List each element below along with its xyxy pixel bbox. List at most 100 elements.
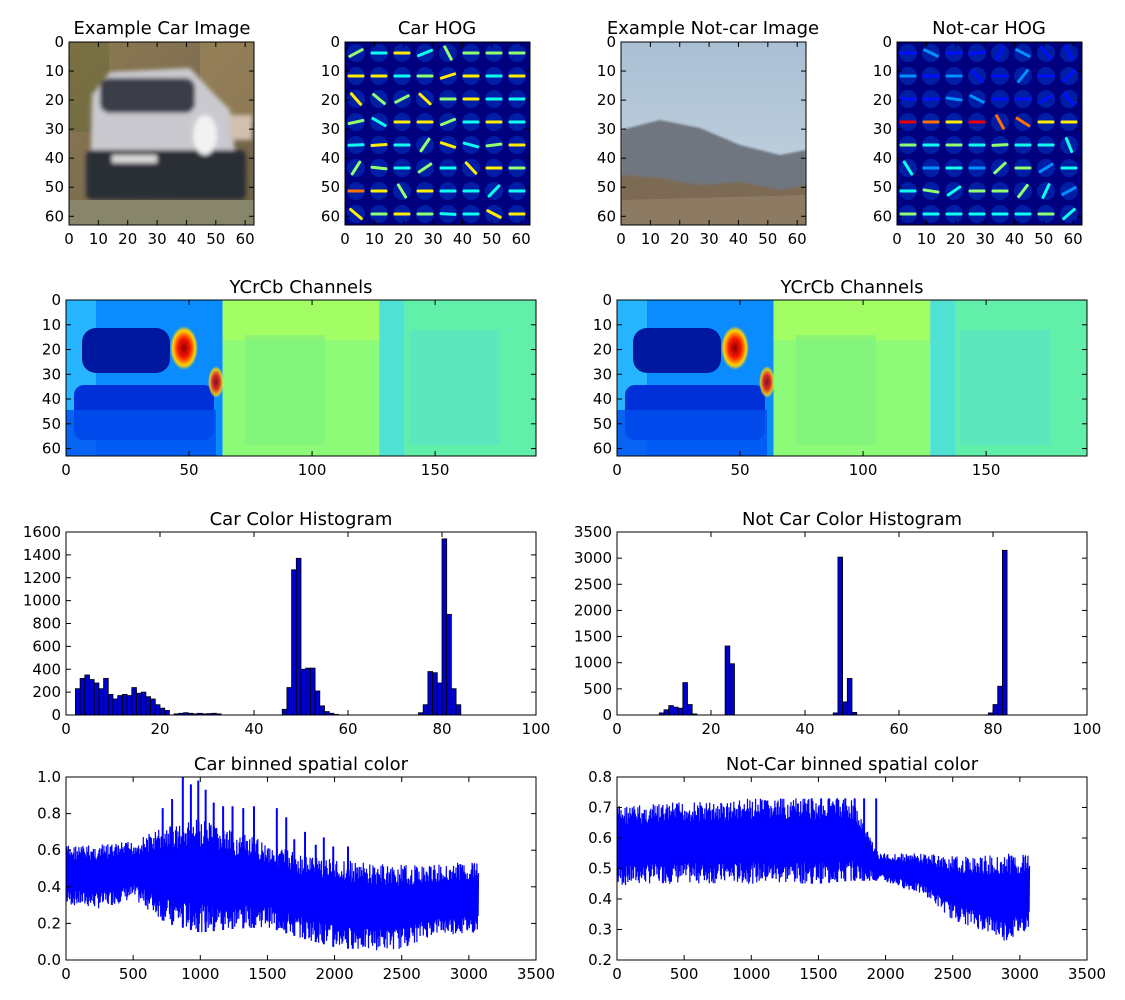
x-tick-label: 20 [150, 720, 169, 738]
y-tick-label: 30 [873, 120, 892, 138]
channel-y-bumper [617, 410, 767, 456]
x-tick-label: 50 [206, 230, 225, 248]
panel-not-car-binned-spatial-color: Not-Car binned spatial color 0.2 0.3 0.4 0.… [588, 754, 1106, 983]
x-tick-label: 40 [244, 720, 263, 738]
y-tick-label: 1000 [574, 654, 612, 672]
y-tick-label: 1200 [23, 569, 61, 587]
hog-stroke [439, 212, 457, 216]
y-tick-label: 20 [42, 341, 61, 359]
hog-stroke [370, 165, 388, 171]
panel-title: YCrCb Channels [780, 277, 924, 298]
histogram-bar [154, 704, 161, 716]
x-tick-label: 30 [976, 230, 995, 248]
y-tick-label: 40 [45, 149, 64, 167]
histogram-bar [291, 569, 297, 716]
y-tick-label: 3000 [574, 549, 612, 567]
y-tick-label: 40 [321, 149, 340, 167]
y-tick-label: 0 [51, 706, 61, 724]
hog-stroke [1064, 137, 1074, 153]
histogram-bar [436, 682, 443, 716]
y-tick-label: 60 [873, 207, 892, 225]
hog-stroke [370, 143, 388, 147]
histogram-bar [140, 691, 147, 716]
not-car-photo [621, 42, 806, 225]
x-tick-label: 50 [1034, 230, 1053, 248]
channel-y-hotspot [170, 326, 198, 370]
x-tick-label: 0 [612, 965, 622, 983]
hog-stroke [1062, 207, 1076, 221]
panel-car-hog: Car HOG 0 10 20 30 40 50 60 0 10 20 30 40 50 60 [321, 18, 531, 248]
y-tick-label: 40 [593, 390, 612, 408]
panel-title: Car Color Histogram [210, 509, 393, 530]
y-tick-label: 40 [597, 149, 616, 167]
x-tick-label: 30 [148, 230, 167, 248]
histogram-bar [103, 678, 109, 716]
x-tick-label: 100 [849, 461, 878, 479]
x-tick-label: 0 [340, 230, 350, 248]
hog-stroke [969, 94, 985, 104]
hog-stroke [417, 48, 433, 58]
hog-stroke [394, 94, 410, 104]
histogram-bar [281, 708, 288, 716]
hog-stroke [923, 48, 939, 58]
panel-title: Not-Car binned spatial color [726, 754, 979, 775]
panel-title: Example Not-car Image [607, 18, 819, 39]
hog-stroke [1015, 116, 1031, 128]
histogram-bar [286, 687, 292, 716]
histogram-bar [295, 557, 302, 716]
y-tick-label: 1500 [574, 628, 612, 646]
channel-cr-car [795, 335, 876, 445]
y-tick-label: 0.3 [588, 921, 612, 939]
hog-stroke [464, 161, 478, 175]
hog-stroke [1062, 69, 1076, 83]
y-tick-label: 3500 [574, 523, 612, 541]
x-tick-label: 3500 [1068, 965, 1106, 983]
histogram-bar [309, 667, 316, 716]
hog-stroke [372, 93, 386, 105]
histogram-bar [319, 705, 325, 716]
hog-stroke [347, 143, 365, 147]
y-tick-label: 20 [45, 91, 64, 109]
hog-stroke [485, 142, 503, 148]
y-tick-label: 0.6 [588, 829, 612, 847]
histogram-bar [112, 698, 119, 716]
y-tick-label: 0 [606, 33, 616, 51]
y-tick-label: 50 [597, 178, 616, 196]
y-tick-label: 0.5 [588, 860, 612, 878]
y-tick-label: 0.6 [37, 841, 61, 859]
panel-example-car-image: Example Car Image 0 10 20 30 40 50 60 0 10 20 30 4… [45, 18, 255, 248]
hog-stroke [349, 92, 363, 106]
hog-stroke [417, 162, 433, 174]
x-tick-label: 60 [512, 230, 531, 248]
channel-cb-car [960, 330, 1051, 445]
y-tick-label: 600 [32, 637, 61, 655]
y-tick-label: 10 [597, 62, 616, 80]
histogram-bar [687, 704, 693, 716]
channel-cb-car [409, 330, 500, 445]
channel-cr-car [244, 335, 325, 445]
hog-stroke [991, 143, 1009, 147]
channel-y-bumper [66, 410, 216, 456]
ycrcb-image [617, 300, 1087, 456]
y-tick-label: 40 [873, 149, 892, 167]
hog-stroke [396, 183, 408, 199]
x-tick-label: 60 [788, 230, 807, 248]
panel-title: Example Car Image [74, 18, 251, 39]
histogram-bar [450, 688, 457, 716]
hog-stroke [419, 137, 431, 153]
histogram-bar [842, 701, 848, 716]
y-tick-label: 50 [873, 178, 892, 196]
hog-stroke [968, 50, 986, 56]
x-tick-label: 40 [795, 720, 814, 738]
x-tick-label: 0 [61, 461, 71, 479]
y-tick-label: 400 [32, 660, 61, 678]
x-tick-label: 10 [917, 230, 936, 248]
x-tick-label: 0 [612, 720, 622, 738]
histogram-bar [145, 696, 151, 716]
x-tick-label: 2500 [383, 965, 421, 983]
x-tick-label: 80 [432, 720, 451, 738]
channel-cr-top [222, 300, 380, 340]
histogram-bar [677, 707, 684, 716]
x-tick-label: 150 [421, 461, 450, 479]
x-tick-label: 20 [118, 230, 137, 248]
